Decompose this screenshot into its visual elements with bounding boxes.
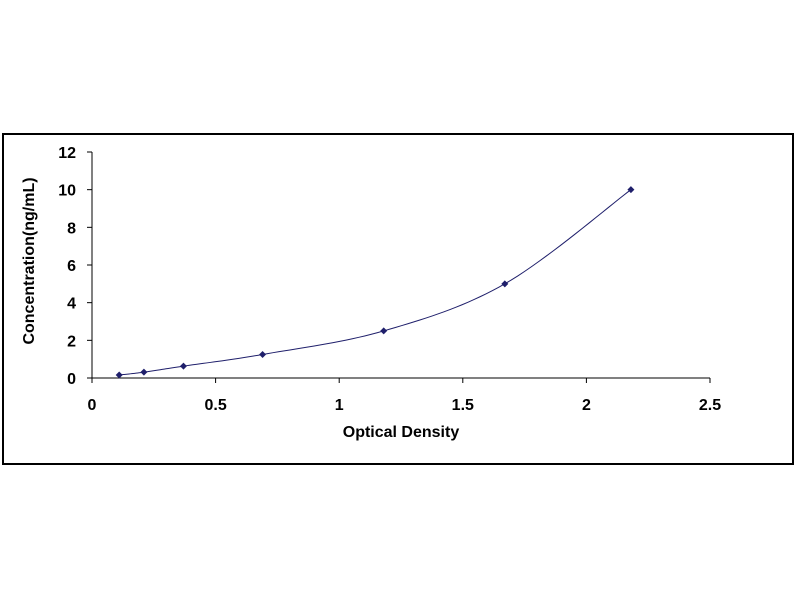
x-tick-label: 2 — [582, 397, 591, 414]
x-axis-title: Optical Density — [343, 424, 460, 441]
data-point — [627, 186, 635, 194]
y-axis-title: Concentration(ng/mL) — [21, 177, 38, 344]
data-point — [140, 368, 148, 376]
data-point — [179, 362, 187, 370]
y-tick-label: 6 — [67, 258, 76, 275]
x-tick-label: 2.5 — [699, 397, 721, 414]
data-point — [259, 350, 267, 358]
data-point — [115, 371, 123, 379]
y-tick-label: 0 — [67, 371, 76, 388]
x-tick-label: 0.5 — [204, 397, 226, 414]
y-tick-label: 8 — [67, 220, 76, 237]
data-points — [115, 186, 635, 379]
y-tick-label: 2 — [67, 333, 76, 350]
y-ticks: 0 2 4 6 8 10 12 — [58, 145, 92, 388]
y-tick-label: 4 — [67, 296, 76, 313]
x-tick-label: 1 — [335, 397, 344, 414]
data-point — [501, 280, 509, 288]
fit-curve — [119, 189, 632, 376]
axes — [91, 152, 710, 379]
chart-frame — [2, 133, 794, 465]
data-point — [380, 327, 388, 335]
y-tick-label: 12 — [58, 145, 76, 162]
x-tick-label: 0 — [88, 397, 97, 414]
x-ticks: 0 0.5 1 1.5 2 2.5 — [88, 378, 721, 414]
x-tick-label: 1.5 — [452, 397, 474, 414]
y-tick-label: 10 — [58, 183, 76, 200]
